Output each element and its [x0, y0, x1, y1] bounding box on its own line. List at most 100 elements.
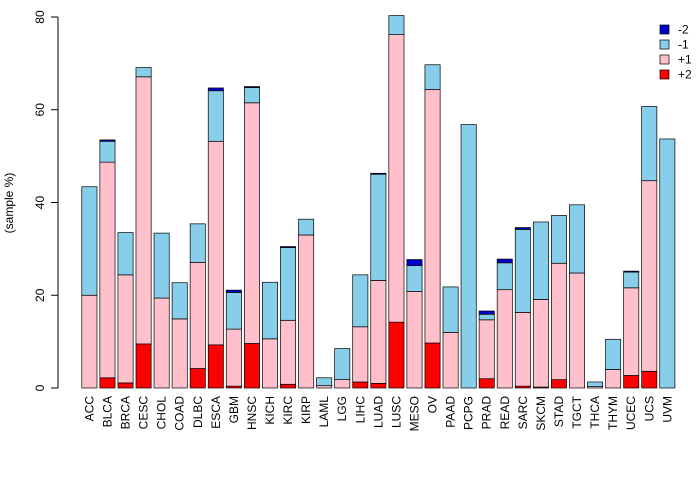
x-tick-label: THCA: [588, 396, 602, 429]
bar-lihc-plus2: [352, 381, 369, 389]
bar-brca-plus2: [117, 382, 134, 389]
bar-gbm-plus1: [225, 328, 242, 387]
bar-chol-plus1: [153, 297, 170, 389]
bar-kich-minus1: [262, 281, 278, 340]
x-tick-label: STAD: [552, 396, 566, 427]
bars: [81, 15, 676, 389]
bar-gbm-minus2: [225, 289, 242, 293]
bar-esca-plus2: [207, 344, 224, 389]
bar-stad-plus1: [551, 262, 567, 381]
x-tick-label: BRCA: [119, 396, 133, 429]
bar-luad-minus2: [370, 172, 387, 175]
legend-swatch: [659, 69, 670, 80]
bar-ov-plus2: [424, 342, 441, 389]
legend-label: +1: [678, 53, 692, 67]
bar-blca-minus1: [99, 140, 116, 163]
bar-dlbc-plus2: [189, 368, 206, 389]
bar-ucec-minus2: [623, 270, 640, 273]
x-tick-label: KICH: [263, 396, 277, 425]
x-tick-label: UCS: [642, 396, 656, 421]
bar-dlbc-minus1: [189, 223, 206, 263]
bar-lihc-minus1: [352, 274, 369, 328]
bar-paad-plus1: [442, 332, 459, 389]
y-axis-title: (sample %): [2, 173, 16, 234]
bar-kirc-minus2: [280, 246, 297, 248]
bar-kirc-plus2: [280, 383, 297, 389]
bar-acc-minus1: [81, 186, 98, 296]
x-tick-label: READ: [498, 396, 512, 430]
bar-blca-plus2: [99, 377, 116, 389]
bar-sarc-minus1: [514, 229, 531, 313]
x-tick-label: PRAD: [480, 396, 494, 430]
bar-lihc-plus1: [352, 326, 369, 383]
bar-thym-minus1: [605, 338, 622, 370]
legend-swatch: [659, 54, 670, 65]
bar-acc-plus1: [81, 294, 98, 389]
bar-thca-minus1: [587, 381, 604, 387]
bar-read-minus2: [496, 258, 513, 264]
x-tick-label: CHOL: [155, 396, 169, 430]
legend-swatch: [659, 24, 670, 35]
bar-prad-minus1: [478, 313, 495, 321]
y-tick-label: 40: [33, 196, 47, 210]
bar-prad-plus1: [478, 319, 495, 380]
x-tick-label: DLBC: [191, 396, 205, 428]
x-tick-label: LUAD: [371, 396, 385, 428]
x-tick-label: SARC: [516, 396, 530, 430]
bar-sarc-minus2: [514, 227, 531, 230]
x-tick-label: ESCA: [209, 396, 223, 429]
bar-brca-minus1: [117, 232, 134, 276]
x-tick-label: UVM: [660, 396, 674, 423]
y-tick-label: 80: [33, 10, 47, 24]
bar-dlbc-plus1: [189, 261, 206, 369]
bar-sarc-plus1: [514, 312, 531, 387]
bar-gbm-minus1: [225, 292, 242, 330]
bar-meso-minus1: [406, 265, 423, 292]
bar-ov-minus1: [424, 64, 441, 90]
x-tick-label: SKCM: [534, 396, 548, 431]
bar-stad-plus2: [551, 379, 567, 389]
legend-label: -2: [678, 23, 689, 37]
bar-hnsc-minus1: [243, 87, 260, 104]
y-tick-label: 20: [33, 288, 47, 302]
bar-coad-plus1: [171, 318, 188, 389]
bar-kirc-plus1: [280, 319, 297, 385]
bar-kirp-plus1: [298, 234, 315, 389]
x-tick-label: TGCT: [570, 395, 584, 428]
bar-esca-plus1: [207, 140, 224, 346]
bar-thym-plus1: [605, 369, 622, 389]
bar-cesc-plus2: [135, 343, 152, 389]
bar-lusc-minus1: [388, 15, 405, 35]
bar-ucs-minus1: [641, 106, 658, 182]
bar-meso-minus2: [406, 259, 423, 266]
bar-chol-minus1: [153, 232, 170, 299]
bar-coad-minus1: [171, 282, 188, 320]
x-tick-label: KIRP: [299, 396, 313, 424]
bar-read-plus1: [496, 289, 513, 389]
bar-uvm-minus1: [659, 138, 676, 389]
x-tick-label: GBM: [227, 396, 241, 423]
x-tick-label: UCEC: [624, 396, 638, 430]
bar-blca-minus2: [99, 139, 116, 142]
bar-luad-plus1: [370, 280, 387, 384]
x-tick-label: MESO: [407, 396, 421, 431]
x-tick-label: BLCA: [100, 396, 114, 427]
bar-tgct-plus1: [569, 272, 585, 389]
bar-prad-plus2: [478, 378, 495, 389]
bar-lgg-plus1: [334, 379, 351, 389]
bar-ucec-minus1: [623, 271, 640, 289]
x-tick-label: PAAD: [444, 396, 458, 428]
bar-kirc-minus1: [280, 247, 297, 321]
bar-lgg-minus1: [334, 348, 351, 381]
x-tick-label: LIHC: [353, 396, 367, 424]
x-tick-label: LAML: [317, 396, 331, 428]
bar-skcm-minus1: [532, 221, 549, 300]
legend: -2-1+1+2: [659, 23, 692, 82]
bar-paad-minus1: [442, 286, 459, 333]
x-tick-label: HNSC: [245, 396, 259, 430]
bar-hnsc-minus2: [243, 86, 260, 88]
bar-cesc-minus1: [135, 67, 152, 78]
bar-brca-plus1: [117, 274, 134, 384]
legend-swatch: [659, 39, 670, 50]
bar-tgct-minus1: [569, 204, 585, 274]
